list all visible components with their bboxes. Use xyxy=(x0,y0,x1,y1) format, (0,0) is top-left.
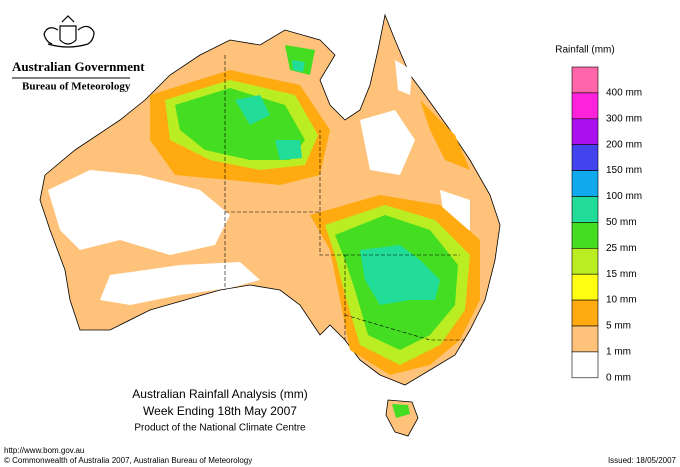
legend-label: 400 mm xyxy=(606,88,642,99)
legend-swatch xyxy=(571,222,599,249)
legend: 400 mm 300 mm 200 mm 150 mm 100 mm 50 mm 25 mm… xyxy=(571,66,642,383)
caption-period: Week Ending 18th May 2007 xyxy=(143,404,297,418)
legend-label: 150 mm xyxy=(606,165,642,176)
legend-title: Rainfall (mm) xyxy=(555,45,614,56)
legend-swatch xyxy=(571,299,599,327)
legend-label: 0 mm xyxy=(606,372,631,383)
legend-label: 50 mm xyxy=(606,217,637,228)
legend-label: 300 mm xyxy=(606,113,642,124)
state-borders xyxy=(224,55,465,341)
tasmania-rain xyxy=(392,404,410,418)
legend-label: 5 mm xyxy=(606,321,631,332)
coat-of-arms xyxy=(43,15,95,48)
legend-swatch xyxy=(571,273,599,301)
legend-label: 100 mm xyxy=(606,191,642,202)
legend-swatch xyxy=(571,170,599,197)
legend-swatch xyxy=(571,118,599,146)
legend-swatch xyxy=(571,196,599,223)
caption-product: Product of the National Climate Centre xyxy=(134,423,306,434)
government-name: Australian Government xyxy=(12,59,145,74)
legend-label: 200 mm xyxy=(606,139,642,150)
legend-label: 10 mm xyxy=(606,295,637,306)
legend-label: 15 mm xyxy=(606,269,637,280)
bureau-name: Bureau of Meteorology xyxy=(22,81,131,93)
legend-swatch xyxy=(571,248,599,275)
legend-swatch xyxy=(571,92,599,120)
legend-label: 25 mm xyxy=(606,243,637,254)
legend-label: 1 mm xyxy=(606,347,631,358)
caption-title: Australian Rainfall Analysis (mm) xyxy=(132,387,307,401)
footer-issued: Issued: 18/05/2007 xyxy=(608,456,677,465)
footer-url: http://www.bom.gov.au xyxy=(4,446,84,455)
legend-swatch xyxy=(571,325,599,353)
legend-swatch xyxy=(571,66,599,94)
legend-swatch xyxy=(571,144,599,171)
rain-50mm xyxy=(235,60,440,305)
legend-swatch xyxy=(571,351,599,379)
footer-copyright: © Commonwealth of Australia 2007, Austra… xyxy=(4,456,252,465)
